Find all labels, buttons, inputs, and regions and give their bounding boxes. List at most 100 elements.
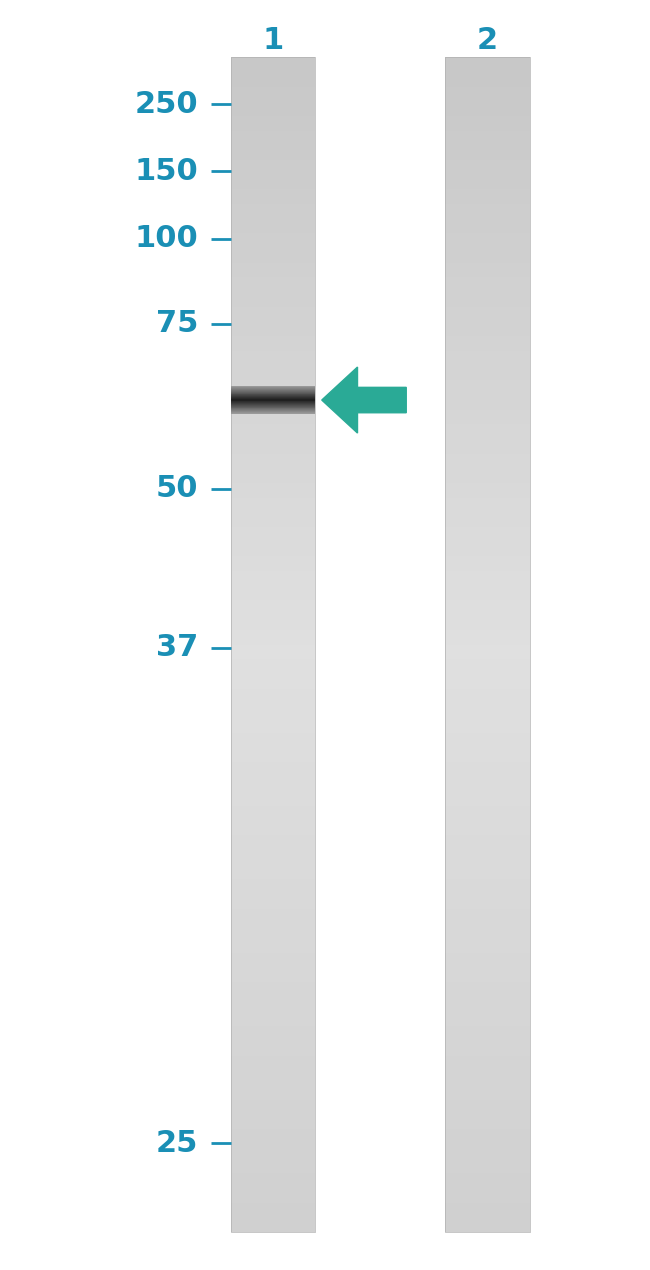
Bar <box>445 292 530 307</box>
Bar <box>231 395 315 409</box>
Bar <box>231 72 315 86</box>
Bar <box>231 982 315 997</box>
Bar <box>231 601 315 615</box>
Bar <box>231 968 315 982</box>
Bar <box>445 1173 530 1187</box>
Bar <box>445 218 530 234</box>
Bar <box>445 556 530 572</box>
Bar <box>231 1115 315 1129</box>
Bar <box>445 968 530 982</box>
Bar <box>231 777 315 791</box>
Bar <box>445 688 530 704</box>
Bar <box>445 820 530 836</box>
Bar <box>231 189 315 204</box>
Bar <box>231 1041 315 1055</box>
Bar <box>445 439 530 453</box>
Bar <box>231 277 315 292</box>
Bar <box>231 997 315 1012</box>
Bar <box>445 366 530 380</box>
Bar <box>231 747 315 762</box>
Bar <box>445 57 530 72</box>
Bar <box>445 395 530 409</box>
Bar <box>231 57 315 72</box>
Bar <box>445 601 530 615</box>
Bar <box>445 189 530 204</box>
Bar <box>445 131 530 145</box>
Bar <box>445 175 530 189</box>
Bar <box>445 57 530 1232</box>
Bar <box>231 439 315 453</box>
Bar <box>231 879 315 894</box>
Bar <box>445 997 530 1012</box>
Bar <box>231 527 315 542</box>
Bar <box>445 733 530 747</box>
Bar <box>231 145 315 160</box>
Bar <box>231 733 315 747</box>
Bar <box>231 292 315 307</box>
Bar <box>231 850 315 865</box>
Bar <box>231 615 315 630</box>
Bar <box>231 307 315 321</box>
Bar <box>445 160 530 175</box>
Bar <box>231 791 315 806</box>
Bar <box>231 836 315 850</box>
Bar <box>445 351 530 366</box>
Bar <box>231 160 315 175</box>
Bar <box>445 307 530 321</box>
Bar <box>445 1158 530 1173</box>
Bar <box>445 777 530 791</box>
Bar <box>445 585 530 601</box>
Bar <box>445 952 530 968</box>
Text: 25: 25 <box>156 1129 198 1157</box>
Bar <box>445 337 530 351</box>
Bar <box>445 1055 530 1071</box>
Bar <box>445 86 530 102</box>
Bar <box>231 630 315 645</box>
Bar <box>445 1071 530 1085</box>
Text: 75: 75 <box>156 310 198 338</box>
Bar <box>231 688 315 704</box>
Bar <box>445 909 530 923</box>
Bar <box>231 1173 315 1187</box>
Bar <box>445 234 530 248</box>
Bar <box>231 674 315 688</box>
Bar <box>231 909 315 923</box>
Bar <box>445 836 530 850</box>
Bar <box>445 615 530 630</box>
Bar <box>445 542 530 556</box>
Bar <box>231 806 315 820</box>
Text: 100: 100 <box>135 225 198 253</box>
Bar <box>445 982 530 997</box>
Bar <box>231 86 315 102</box>
Bar <box>445 512 530 527</box>
Bar <box>445 72 530 86</box>
Bar <box>231 498 315 512</box>
Bar <box>231 1055 315 1071</box>
Bar <box>231 1100 315 1115</box>
Bar <box>231 380 315 395</box>
Bar <box>445 1041 530 1055</box>
Bar <box>445 923 530 939</box>
FancyArrow shape <box>322 367 406 433</box>
Bar <box>445 645 530 659</box>
Bar <box>445 762 530 777</box>
Bar <box>231 1187 315 1203</box>
Bar <box>231 248 315 263</box>
Bar <box>445 850 530 865</box>
Bar <box>231 718 315 733</box>
Bar <box>445 1115 530 1129</box>
Bar <box>445 277 530 292</box>
Bar <box>231 234 315 248</box>
Bar <box>231 366 315 380</box>
Bar <box>231 175 315 189</box>
Bar <box>445 116 530 131</box>
Bar <box>445 1203 530 1217</box>
Bar <box>231 556 315 572</box>
Text: 2: 2 <box>477 27 498 55</box>
Bar <box>445 572 530 585</box>
Text: 50: 50 <box>156 475 198 503</box>
Bar <box>231 424 315 439</box>
Bar <box>231 263 315 277</box>
Bar <box>231 321 315 337</box>
Bar <box>445 1026 530 1041</box>
